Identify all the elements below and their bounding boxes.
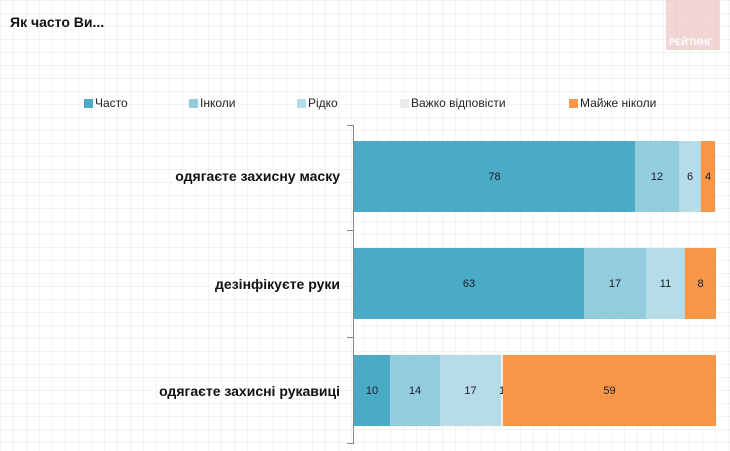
legend-label: Важко відповісти xyxy=(411,96,506,110)
legend-label: Часто xyxy=(95,96,128,110)
bar-segment-rarely: 6 xyxy=(679,141,701,212)
category-label-hands: дезінфікуєте руки xyxy=(215,276,340,292)
chart-title: Як часто Ви... xyxy=(10,14,105,30)
legend: Часто Інколи Рідко Важко відповісти Майж… xyxy=(0,96,730,114)
legend-label: Інколи xyxy=(200,96,236,110)
category-label-mask: одягаєте захисну маску xyxy=(175,168,340,184)
bar-segment-rarely: 11 xyxy=(646,248,685,319)
legend-label: Майже ніколи xyxy=(580,96,657,110)
legend-item-hard-to-say: Важко відповісти xyxy=(400,96,506,110)
bar-segment-often: 63 xyxy=(354,248,584,319)
legend-swatch xyxy=(569,98,578,108)
bar-hands: 63 17 11 8 xyxy=(354,248,716,319)
legend-item-sometimes: Інколи xyxy=(189,96,235,110)
axis-tick xyxy=(347,230,354,231)
bar-segment-sometimes: 17 xyxy=(584,248,646,319)
axis-tick xyxy=(347,125,354,126)
bar-segment-sometimes: 12 xyxy=(635,141,679,212)
bar-mask: 78 12 6 4 xyxy=(354,141,715,212)
legend-item-rarely: Рідко xyxy=(297,96,338,110)
legend-item-almost-never: Майже ніколи xyxy=(569,96,656,110)
bar-segment-often: 10 xyxy=(354,355,390,426)
rating-logo-label: РЕЙТИНГ xyxy=(669,37,713,47)
legend-swatch xyxy=(189,98,198,108)
bar-segment-rarely: 17 xyxy=(440,355,501,426)
legend-label: Рідко xyxy=(308,96,338,110)
legend-swatch xyxy=(84,98,93,108)
category-label-gloves: одягаєте захисні рукавиці xyxy=(159,383,340,399)
axis-tick xyxy=(347,443,354,444)
legend-swatch xyxy=(297,98,306,108)
bar-segment-hard-to-say: 1 xyxy=(499,355,505,426)
bar-segment-often: 78 xyxy=(354,141,635,212)
bar-gloves: 10 14 17 1 59 xyxy=(354,355,716,426)
axis-tick xyxy=(347,337,354,338)
rating-logo: РЕЙТИНГ xyxy=(666,0,720,50)
legend-swatch xyxy=(400,98,409,108)
legend-item-often: Часто xyxy=(84,96,128,110)
y-axis xyxy=(353,125,354,443)
bar-segment-sometimes: 14 xyxy=(390,355,440,426)
bar-segment-almost-never: 59 xyxy=(503,355,716,426)
bar-segment-almost-never: 8 xyxy=(685,248,716,319)
bar-segment-almost-never: 4 xyxy=(701,141,715,212)
